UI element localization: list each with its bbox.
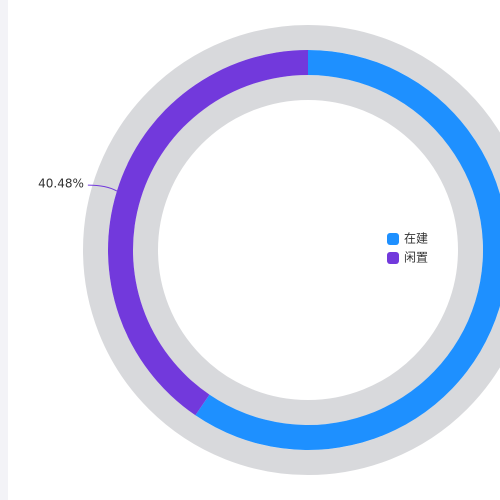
inner-ring — [133, 75, 483, 425]
legend-swatch — [387, 233, 399, 245]
value-label: 40.48% — [38, 177, 84, 191]
donut-segment — [195, 50, 500, 450]
legend-swatch — [387, 252, 399, 264]
label-line — [87, 184, 118, 192]
outer-ring — [83, 25, 500, 475]
side-strip — [0, 0, 8, 500]
donut-segment — [107, 50, 309, 416]
legend-label: 闲置 — [404, 251, 428, 265]
legend-label: 在建 — [404, 232, 428, 246]
